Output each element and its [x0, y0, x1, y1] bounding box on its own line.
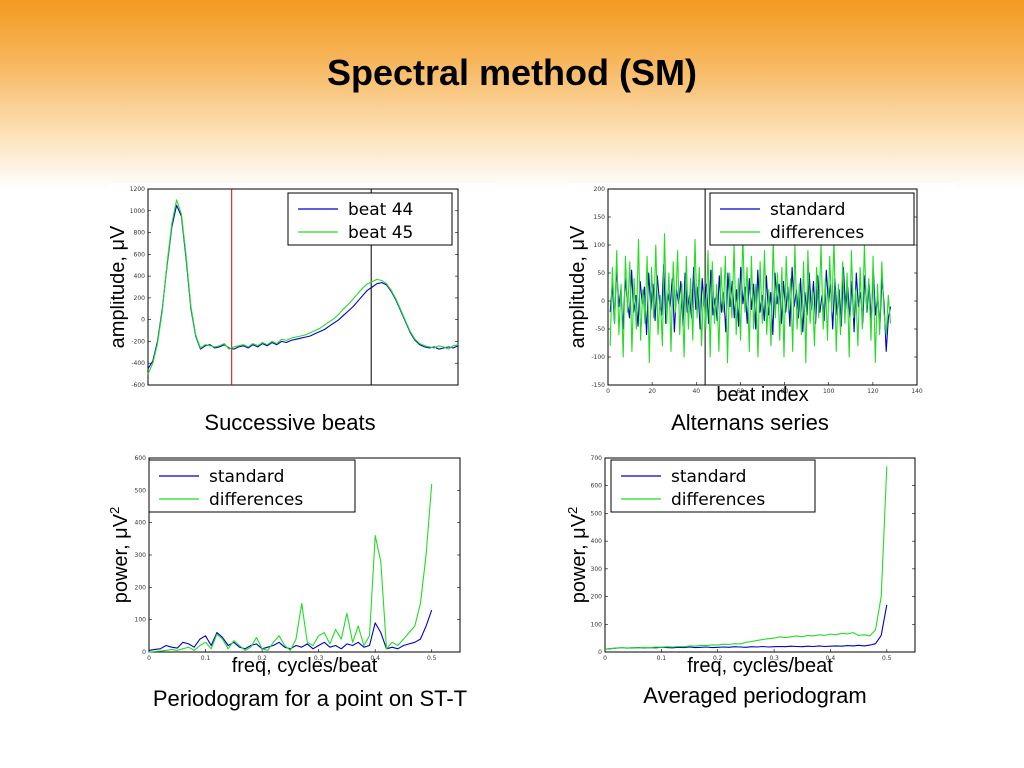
- y-tick-label: -200: [131, 338, 145, 345]
- chart-panel-periodogram: 0 100 200 300 400 500 600 0 0.1 0.2 0.3 0.4 0.5 stand…: [105, 452, 465, 678]
- x-tick-label: 0.2: [257, 655, 267, 662]
- y-axis-label: amplitude, μV: [568, 225, 589, 348]
- legend-label: differences: [671, 490, 765, 510]
- y-tick-label: 0: [601, 298, 605, 305]
- y-tick-label: 500: [591, 510, 603, 517]
- caption-averaged-periodogram: Averaged periodogram: [643, 683, 867, 708]
- series-line-standard: [148, 609, 433, 651]
- x-tick-label: 80: [781, 388, 789, 395]
- legend-label: standard: [770, 200, 845, 220]
- x-tick-label: 0.1: [657, 655, 667, 662]
- y-tick-label: 0: [598, 649, 602, 656]
- y-tick-label: 400: [135, 520, 147, 527]
- y-tick-label: 500: [135, 487, 147, 494]
- y-tick-label: 50: [597, 270, 605, 277]
- caption-alternans-series: Alternans series: [671, 410, 829, 435]
- y-tick-label: 200: [591, 594, 603, 601]
- slide-title: Spectral method (SM): [326, 52, 698, 93]
- y-tick-label: 150: [594, 214, 606, 221]
- x-tick-label: 0.2: [713, 655, 723, 662]
- y-tick-label: 600: [135, 455, 147, 462]
- caption-successive-beats: Successive beats: [204, 410, 376, 435]
- y-tick-label: 0: [141, 317, 145, 324]
- x-tick-label: 0.1: [201, 655, 211, 662]
- y-tick-label: 300: [591, 566, 603, 573]
- legend-box: [610, 459, 816, 513]
- x-axis-label: freq, cycles/beat: [687, 655, 833, 677]
- chart-panel-averaged-periodogram: 0 100 200 300 400 500 600 700 0 0.1 0.2 0.3 0.4 0.5 st…: [565, 452, 925, 678]
- y-tick-label: 100: [591, 621, 603, 628]
- y-tick-label: 200: [134, 295, 146, 302]
- x-tick-label: 0.4: [370, 655, 380, 662]
- x-tick-label: 0: [606, 388, 610, 395]
- y-tick-label: 300: [135, 552, 147, 559]
- y-tick-label: -400: [131, 360, 145, 367]
- series-line-differences: [609, 233, 892, 364]
- y-tick-label: -100: [591, 354, 605, 361]
- x-tick-label: 20: [648, 388, 656, 395]
- series-line-differences: [148, 483, 433, 653]
- x-tick-label: 100: [823, 388, 835, 395]
- x-tick-label: 120: [867, 388, 879, 395]
- x-tick-label: 0: [603, 655, 607, 662]
- series-line-differences: [604, 466, 888, 650]
- x-tick-label: 0.4: [826, 655, 836, 662]
- y-tick-label: 200: [594, 186, 606, 193]
- legend-label: differences: [770, 223, 864, 243]
- chart-panel-successive-beats: -600 -400 -200 0 200 400 600 800 1000 1200 beat 44…: [110, 183, 496, 405]
- x-tick-label: 0.5: [882, 655, 892, 662]
- periodogram-chart: 0 100 200 300 400 500 600 0 0.1 0.2 0.3 0.4 0.5 stand…: [107, 455, 461, 677]
- legend-label: differences: [209, 490, 303, 510]
- y-axis-label: power, μV2: [107, 507, 132, 604]
- averaged-periodogram-chart: 0 100 200 300 400 500 600 700 0 0.1 0.2 0.3 0.4 0.5 st…: [565, 455, 916, 677]
- alternans-series-chart: -150 -100 -50 0 50 100 150 200 0 20 40 60 80 100 120 14…: [568, 186, 923, 405]
- chart-panel-alternans-series: -150 -100 -50 0 50 100 150 200 0 20 40 60 80 100 120 14…: [568, 183, 956, 405]
- y-tick-label: -600: [131, 382, 145, 389]
- caption-periodogram: Periodogram for a point on ST-T: [152, 686, 468, 711]
- legend-box: [287, 192, 453, 246]
- y-tick-label: -50: [595, 326, 605, 333]
- x-tick-label: 140: [911, 388, 923, 395]
- legend-label: standard: [671, 467, 746, 487]
- y-tick-label: 100: [594, 242, 606, 249]
- legend-box: [709, 192, 915, 246]
- legend-label: beat 44: [348, 200, 413, 220]
- x-tick-label: 0: [147, 655, 151, 662]
- y-axis-label: power, μV2: [565, 507, 590, 604]
- x-axis-label: beat index: [716, 384, 808, 405]
- x-axis-label: freq, cycles/beat: [232, 655, 378, 677]
- y-tick-label: 800: [134, 230, 146, 237]
- y-axis-label: amplitude, μV: [110, 225, 129, 348]
- y-tick-label: 600: [134, 251, 146, 258]
- legend-label: beat 45: [348, 223, 413, 243]
- y-tick-label: 400: [591, 538, 603, 545]
- legend-box: [148, 459, 356, 513]
- legend-label: standard: [209, 467, 284, 487]
- y-tick-label: 200: [135, 584, 147, 591]
- y-tick-label: 400: [134, 273, 146, 280]
- x-tick-label: 0.5: [427, 655, 437, 662]
- y-tick-label: 1000: [130, 208, 145, 215]
- y-tick-label: 0: [142, 649, 146, 656]
- x-tick-label: 0.3: [769, 655, 779, 662]
- y-tick-label: 100: [135, 617, 147, 624]
- x-tick-label: 40: [692, 388, 700, 395]
- y-axis-label-exponent: 2: [565, 507, 580, 514]
- y-tick-label: 700: [591, 455, 603, 462]
- y-tick-label: 600: [591, 483, 603, 490]
- x-tick-label: 60: [737, 388, 745, 395]
- y-tick-label: -150: [591, 382, 605, 389]
- successive-beats-chart: -600 -400 -200 0 200 400 600 800 1000 1200 beat 44…: [110, 186, 459, 389]
- y-tick-label: 1200: [130, 186, 145, 193]
- y-axis-label-exponent: 2: [107, 507, 122, 514]
- series-line-beat-45: [147, 199, 459, 375]
- x-tick-label: 0.3: [314, 655, 324, 662]
